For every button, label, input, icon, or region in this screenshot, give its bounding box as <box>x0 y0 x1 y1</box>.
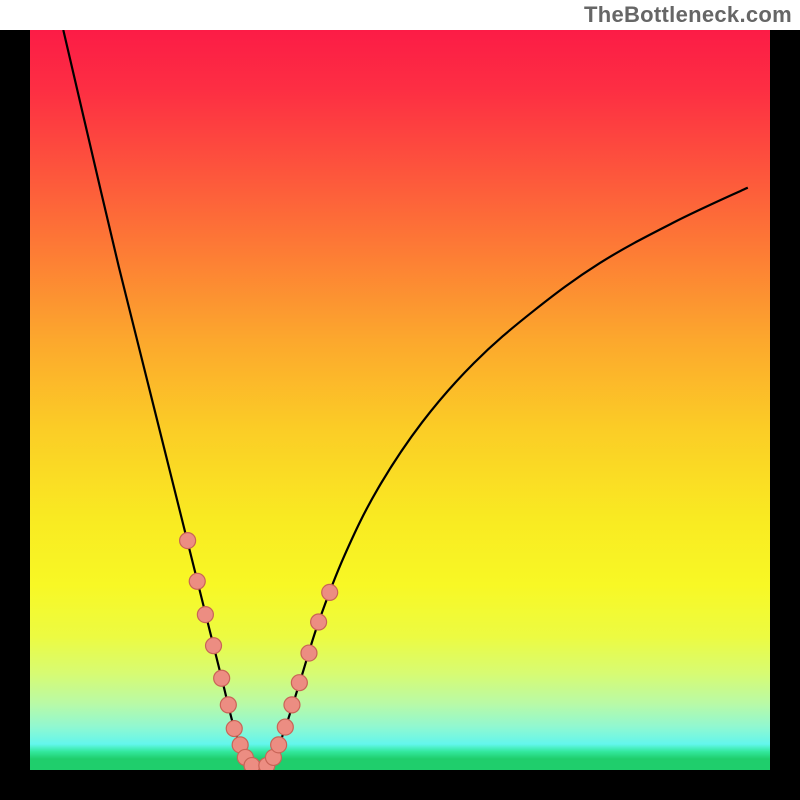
data-marker <box>301 645 317 661</box>
data-marker <box>271 737 287 753</box>
data-marker <box>291 675 307 691</box>
data-marker <box>322 584 338 600</box>
data-marker <box>220 697 236 713</box>
data-marker <box>197 607 213 623</box>
data-marker <box>277 719 293 735</box>
data-marker <box>180 533 196 549</box>
data-marker <box>311 614 327 630</box>
gradient-background <box>30 30 770 770</box>
data-marker <box>284 697 300 713</box>
data-marker <box>206 638 222 654</box>
bottleneck-curve-chart <box>0 0 800 800</box>
chart-container: TheBottleneck.com <box>0 0 800 800</box>
data-marker <box>189 573 205 589</box>
source-watermark: TheBottleneck.com <box>584 2 792 28</box>
data-marker <box>214 670 230 686</box>
data-marker <box>226 721 242 737</box>
